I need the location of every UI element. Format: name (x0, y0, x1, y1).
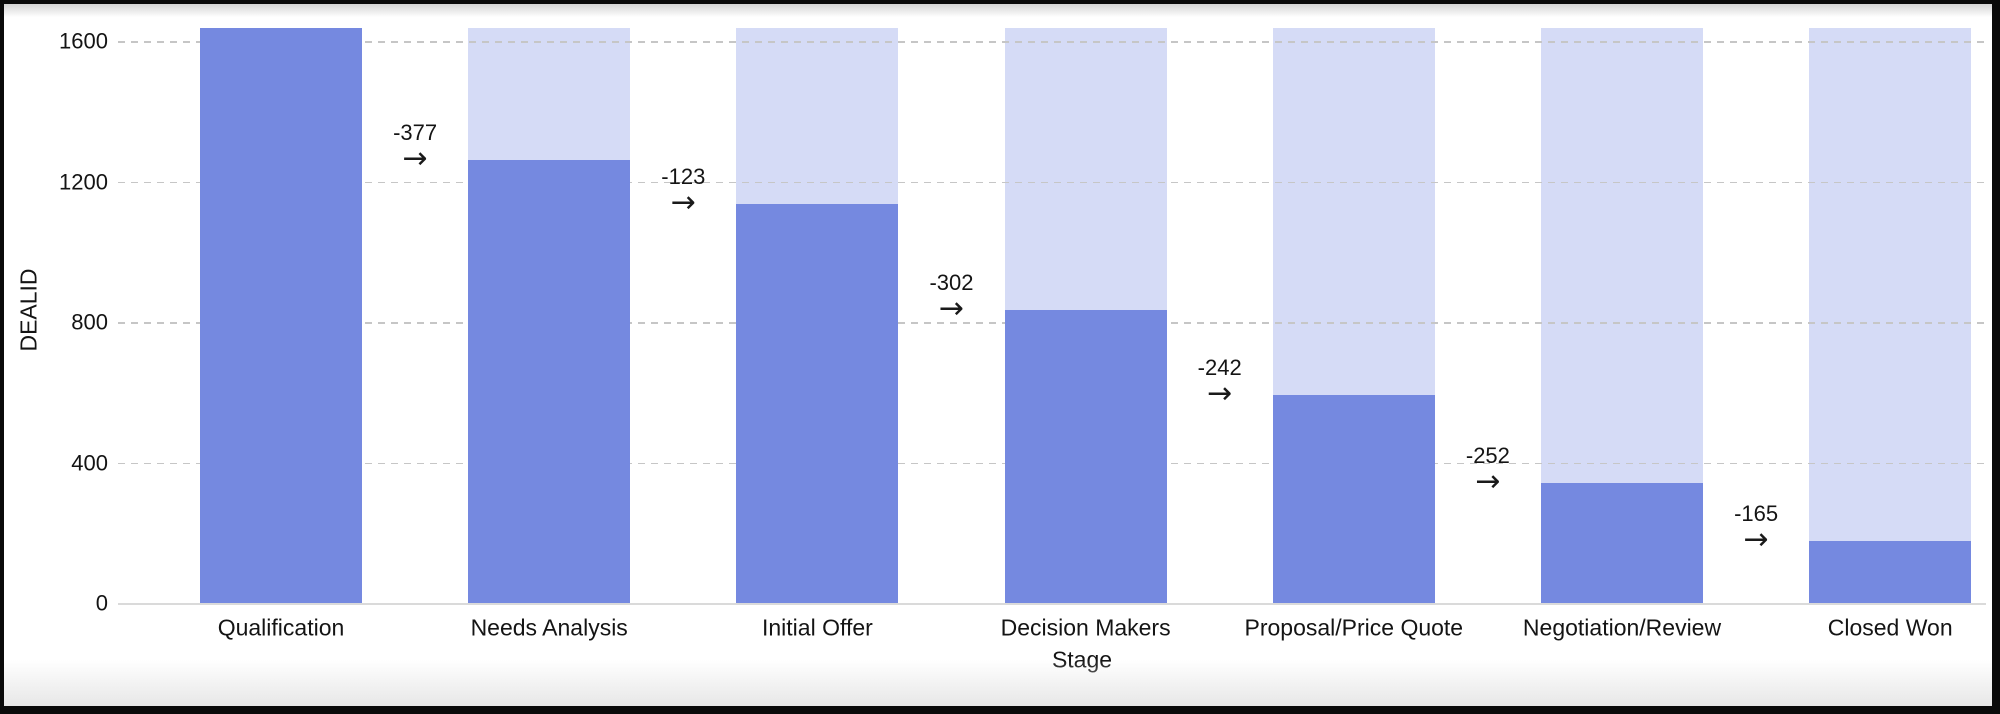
gridline (118, 181, 1986, 184)
funnel-bar[interactable] (200, 27, 362, 604)
funnel-bar[interactable] (736, 203, 899, 604)
chart-canvas: DEALID Stage 0 400 800 1200 1600 Qualificatio… (4, 4, 1992, 706)
y-tick-label: 1200 (59, 169, 108, 195)
x-tick-label: Proposal/Price Quote (1244, 614, 1464, 641)
delta-value-label: -252 (1465, 443, 1510, 469)
delta-value-label: -123 (661, 163, 706, 189)
right-arrow-icon: → (938, 290, 965, 326)
right-arrow-icon: → (1475, 464, 1501, 500)
y-axis-title: DEALID (15, 268, 42, 352)
funnel-bar[interactable] (1272, 394, 1435, 604)
delta-annotation: -165 → (1734, 501, 1779, 558)
x-tick-label: Negotiation/Review (1522, 614, 1722, 641)
right-arrow-icon: → (402, 141, 428, 177)
y-tick-label: 1600 (59, 28, 108, 54)
funnel-bar-background (1809, 27, 1972, 604)
right-arrow-icon: → (670, 184, 696, 220)
delta-value-label: -165 (1734, 501, 1779, 527)
funnel-bar[interactable] (1004, 309, 1167, 604)
delta-value-label: -242 (1197, 354, 1242, 380)
delta-annotation: -377 → (393, 120, 438, 177)
delta-value-label: -302 (929, 269, 974, 295)
delta-annotation: -242 → (1197, 354, 1242, 411)
funnel-chart: DEALID Stage 0 400 800 1200 1600 Qualificatio… (4, 4, 1992, 706)
x-tick-label: Needs Analysis (470, 614, 628, 641)
x-tick-label: Qualification (217, 614, 345, 641)
delta-annotation: -252 → (1465, 443, 1510, 500)
delta-annotation: -302 → (929, 269, 974, 326)
y-tick-label: 800 (71, 309, 108, 335)
funnel-bar[interactable] (468, 160, 631, 604)
delta-annotation: -123 → (661, 163, 706, 220)
x-axis-title: Stage (1051, 646, 1113, 673)
right-arrow-icon: → (1207, 375, 1233, 411)
x-tick-label: Initial Offer (761, 614, 873, 641)
x-tick-label: Decision Makers (1000, 614, 1171, 641)
y-tick-label: 400 (71, 450, 108, 476)
gridline (118, 41, 1986, 43)
delta-value-label: -377 (393, 120, 438, 146)
right-arrow-icon: → (1743, 522, 1769, 558)
x-axis-line (118, 603, 1986, 605)
y-tick-label: 0 (95, 590, 108, 616)
x-tick-label: Closed Won (1827, 614, 1953, 641)
funnel-bar[interactable] (1541, 483, 1703, 604)
funnel-bar[interactable] (1809, 541, 1972, 604)
